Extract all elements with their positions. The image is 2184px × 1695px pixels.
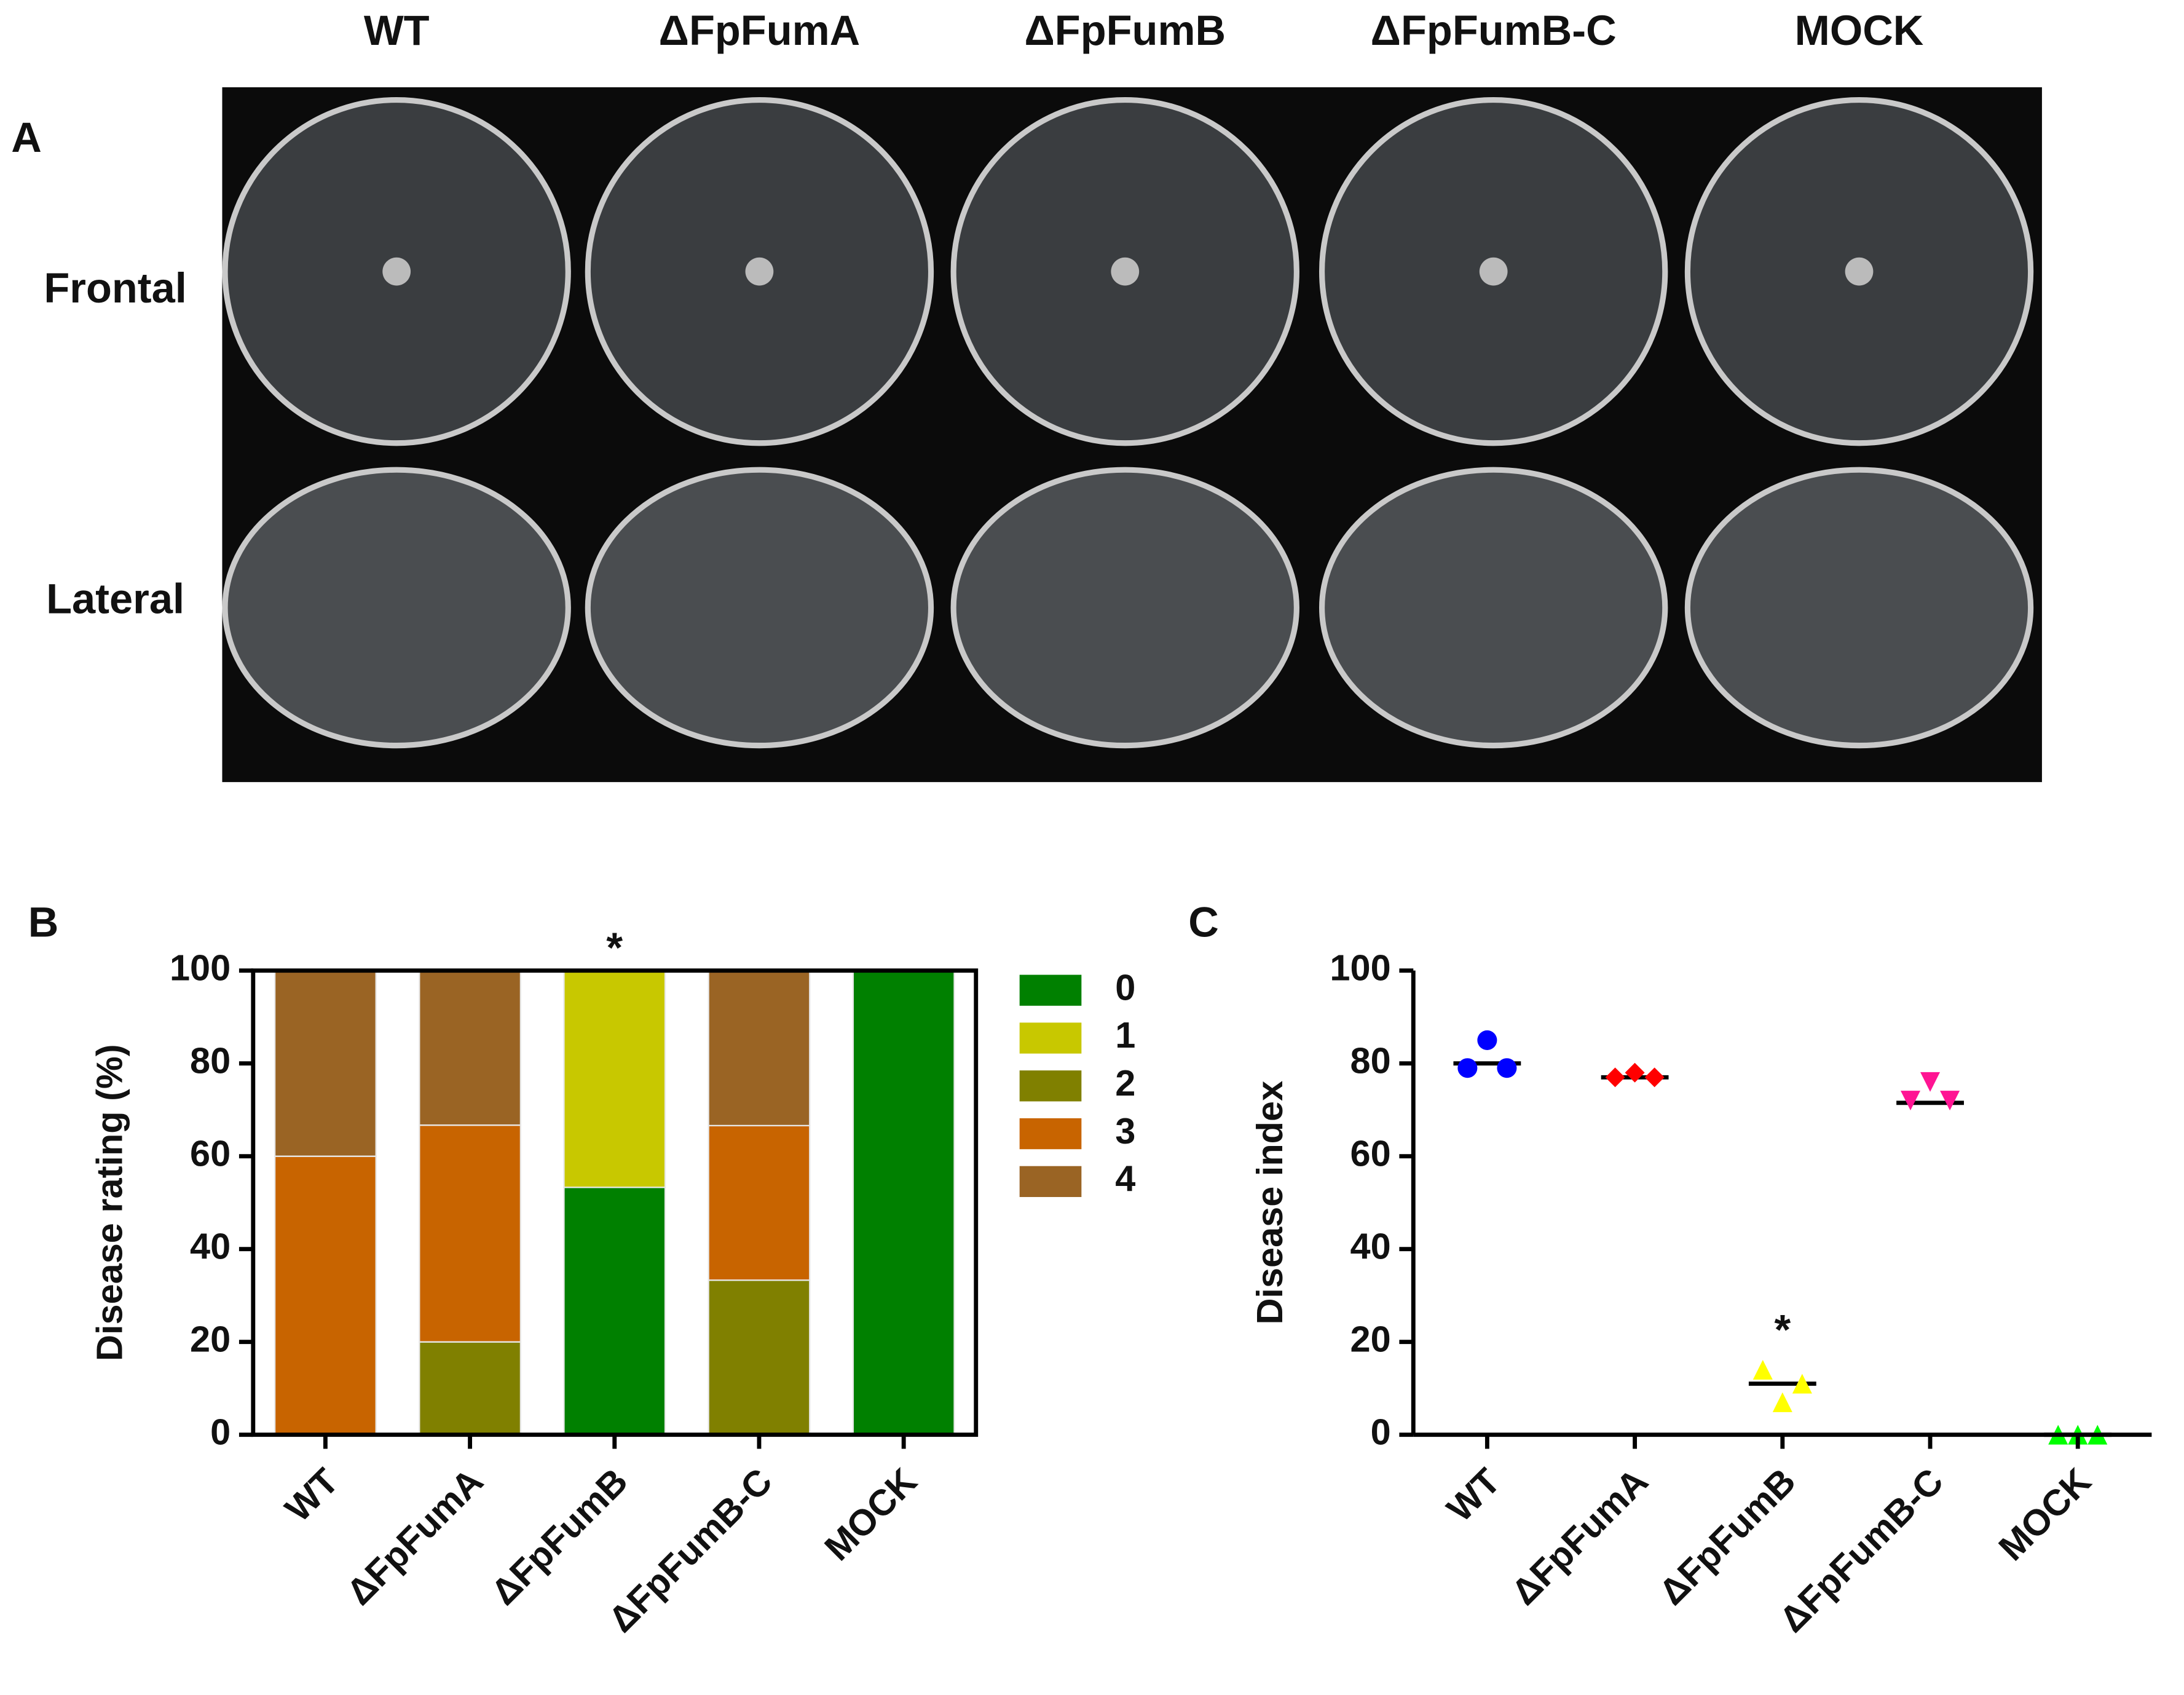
- legend-label: 1: [1115, 1014, 1135, 1056]
- legend-label: 0: [1115, 966, 1135, 1008]
- bar-segment: [708, 970, 811, 1126]
- y-axis-label: Disease rating (%): [89, 1044, 130, 1361]
- column-label: MOCK: [1795, 7, 1924, 54]
- y-tick-label: 60: [1350, 1132, 1391, 1174]
- point: [1477, 1030, 1497, 1050]
- column-label: ΔFpFumA: [659, 7, 861, 54]
- point: [1605, 1067, 1625, 1088]
- plate-lateral: [585, 467, 934, 749]
- y-tick-label: 100: [1330, 947, 1390, 988]
- point: [1752, 1359, 1773, 1380]
- plate-center: [745, 257, 774, 286]
- point: [1792, 1373, 1812, 1394]
- plate-lateral: [1319, 467, 1668, 749]
- row-label: Lateral: [46, 575, 184, 622]
- x-tick-label: ΔFpFumA: [1504, 1460, 1656, 1613]
- x-tick-label: ΔFpFumB: [483, 1460, 636, 1613]
- legend-label: 2: [1115, 1062, 1135, 1104]
- point: [1940, 1091, 1960, 1111]
- x-tick-label: ΔFpFumB: [1651, 1460, 1804, 1613]
- y-tick-label: 20: [1350, 1318, 1391, 1359]
- y-tick-label: 20: [190, 1318, 231, 1359]
- legend-swatch: [1019, 1022, 1082, 1054]
- annotation: *: [1774, 1306, 1791, 1354]
- y-tick-label: 0: [210, 1411, 231, 1452]
- bar-segment: [419, 970, 522, 1126]
- plate-center: [1479, 257, 1508, 286]
- y-tick-label: 0: [1371, 1411, 1391, 1452]
- point: [1457, 1058, 1478, 1078]
- bar-segment: [274, 970, 377, 1157]
- plate-lateral: [1684, 467, 2034, 749]
- column-label: ΔFpFumB: [1024, 7, 1226, 54]
- bar-segment: [563, 1187, 666, 1436]
- point: [1901, 1091, 1921, 1111]
- y-axis-label: Disease index: [1249, 1081, 1290, 1325]
- legend-swatch: [1019, 1070, 1082, 1102]
- plate-center: [1845, 257, 1874, 286]
- y-tick-label: 60: [190, 1132, 231, 1174]
- bar-segment: [852, 970, 955, 1436]
- column-label: WT: [364, 7, 430, 54]
- x-tick-label: WT: [277, 1460, 347, 1530]
- y-tick-label: 80: [1350, 1040, 1391, 1081]
- panel-letter: A: [11, 114, 42, 161]
- panel-letter: B: [28, 899, 59, 946]
- legend-label: 3: [1115, 1110, 1135, 1152]
- legend-swatch: [1019, 974, 1082, 1006]
- plate-lateral: [950, 467, 1299, 749]
- legend-swatch: [1019, 1118, 1082, 1150]
- point: [1625, 1062, 1645, 1083]
- panel-letter: C: [1188, 899, 1219, 946]
- y-tick-label: 100: [170, 947, 231, 988]
- point: [1920, 1072, 1941, 1092]
- bar-segment: [274, 1155, 377, 1436]
- point: [1772, 1392, 1792, 1412]
- bar-segment: [563, 970, 666, 1188]
- bar-segment: [708, 1124, 811, 1281]
- point: [1497, 1058, 1517, 1078]
- bar-segment: [419, 1124, 522, 1343]
- x-tick-label: MOCK: [1990, 1460, 2099, 1568]
- x-tick-label: WT: [1439, 1460, 1508, 1530]
- plates: [222, 97, 2034, 749]
- y-tick-label: 40: [1350, 1225, 1391, 1266]
- x-tick-label: ΔFpFumA: [339, 1460, 491, 1613]
- legend-label: 4: [1115, 1158, 1135, 1199]
- plate-lateral: [222, 467, 571, 749]
- plate-center: [382, 257, 411, 286]
- x-tick-label: MOCK: [816, 1460, 924, 1568]
- row-label: Frontal: [44, 264, 187, 312]
- bar-segment: [708, 1279, 811, 1436]
- y-tick-label: 80: [190, 1040, 231, 1081]
- plate-center: [1111, 257, 1140, 286]
- annotation: *: [606, 924, 623, 971]
- plot-frame: [251, 968, 979, 1437]
- legend-swatch: [1019, 1166, 1082, 1198]
- y-tick-label: 40: [190, 1225, 231, 1266]
- column-label: ΔFpFumB-C: [1371, 7, 1617, 54]
- point: [1644, 1067, 1665, 1088]
- bar-segment: [419, 1341, 522, 1436]
